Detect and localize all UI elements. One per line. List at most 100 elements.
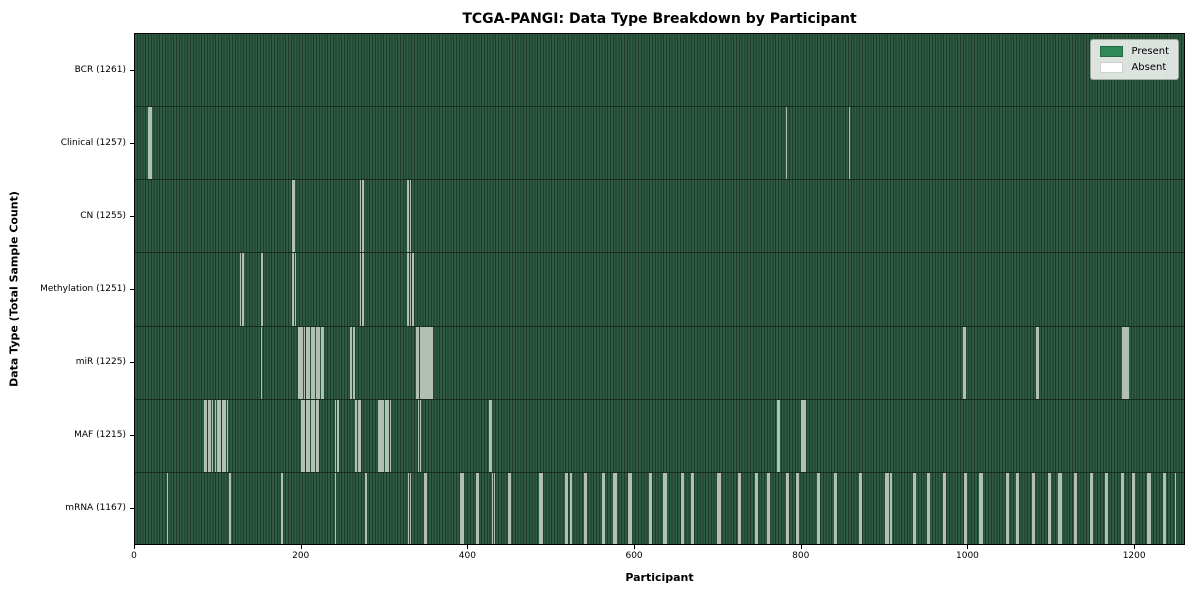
absent-stripe xyxy=(887,472,889,544)
absent-stripe xyxy=(216,399,219,472)
ytick-label-mir: miR (1225) xyxy=(75,357,126,368)
absent-stripe xyxy=(1075,472,1078,544)
absent-stripe xyxy=(322,326,324,399)
absent-stripe xyxy=(359,180,362,253)
absent-stripe xyxy=(858,472,861,544)
absent-stripe xyxy=(313,326,316,399)
absent-stripe xyxy=(307,326,309,399)
absent-stripe xyxy=(362,253,364,326)
absent-stripe xyxy=(802,399,805,472)
ytick-mark xyxy=(130,508,134,510)
absent-stripe xyxy=(211,399,214,472)
absent-stripe xyxy=(1060,472,1062,544)
ytick-mark xyxy=(130,435,134,437)
absent-stripe xyxy=(584,472,586,544)
absent-stripe xyxy=(407,180,409,253)
absent-stripe xyxy=(359,399,362,472)
absent-stripe xyxy=(429,326,432,399)
plot-area: Present Absent xyxy=(134,33,1185,545)
absent-stripe xyxy=(629,472,632,544)
ytick-mark xyxy=(130,69,134,71)
ytick-label-cn: CN (1255) xyxy=(80,210,126,221)
absent-stripe xyxy=(334,472,337,544)
absent-swatch-icon xyxy=(1100,62,1124,73)
absent-stripe xyxy=(299,326,302,399)
absent-stripe xyxy=(1007,472,1010,544)
absent-stripe xyxy=(848,107,851,180)
absent-stripe xyxy=(260,326,263,399)
absent-stripe xyxy=(305,399,308,472)
absent-stripe xyxy=(1174,472,1177,544)
absent-stripe xyxy=(315,399,318,472)
absent-stripe xyxy=(767,472,769,544)
absent-stripe xyxy=(209,399,212,472)
heatmap-row-maf xyxy=(135,399,1184,473)
absent-stripe xyxy=(682,472,684,544)
heatmap-row-mrna xyxy=(135,472,1184,544)
absent-stripe xyxy=(387,399,390,472)
absent-stripe xyxy=(1015,472,1018,544)
absent-stripe xyxy=(914,472,917,544)
xtick-label-1200: 1200 xyxy=(1122,551,1146,561)
absent-stripe xyxy=(419,399,422,472)
absent-stripe xyxy=(1049,472,1051,544)
absent-stripe xyxy=(417,326,420,399)
absent-stripe xyxy=(313,399,316,472)
absent-stripe xyxy=(860,472,862,544)
absent-stripe xyxy=(300,399,303,472)
heatmap-row-bcr xyxy=(135,34,1184,108)
absent-stripe xyxy=(680,472,683,544)
absent-stripe xyxy=(1089,472,1092,544)
absent-stripe xyxy=(239,253,242,326)
absent-stripe xyxy=(785,472,788,544)
absent-stripe xyxy=(787,472,789,544)
ytick-label-clinical: Clinical (1257) xyxy=(60,137,126,148)
xtick-label-400: 400 xyxy=(458,551,476,561)
absent-stripe xyxy=(409,253,412,326)
absent-stripe xyxy=(614,472,617,544)
absent-stripe xyxy=(650,472,653,544)
chart-title: TCGA-PANGI: Data Type Breakdown by Parti… xyxy=(462,11,857,27)
absent-stripe xyxy=(1122,326,1125,399)
absent-stripe xyxy=(359,253,362,326)
absent-stripe xyxy=(1149,472,1151,544)
absent-stripe xyxy=(431,326,433,399)
absent-stripe xyxy=(603,472,605,544)
absent-stripe xyxy=(818,472,821,544)
absent-stripe xyxy=(965,472,967,544)
absent-stripe xyxy=(305,326,308,399)
absent-stripe xyxy=(785,107,788,180)
absent-stripe xyxy=(426,326,428,399)
absent-stripe xyxy=(214,399,217,472)
absent-stripe xyxy=(242,253,244,326)
heatmap-row-mir xyxy=(135,326,1184,400)
ytick-mark xyxy=(130,142,134,144)
absent-stripe xyxy=(226,399,229,472)
absent-stripe xyxy=(754,472,757,544)
absent-stripe xyxy=(302,399,304,472)
absent-stripe xyxy=(1133,472,1135,544)
absent-stripe xyxy=(801,399,803,472)
absent-stripe xyxy=(663,472,665,544)
absent-stripe xyxy=(317,326,319,399)
absent-stripe xyxy=(379,399,382,472)
xtick-mark xyxy=(467,545,469,549)
absent-stripe xyxy=(423,472,426,544)
absent-stripe xyxy=(357,399,360,472)
legend: Present Absent xyxy=(1090,39,1179,80)
xtick-mark xyxy=(134,545,135,549)
absent-stripe xyxy=(739,472,742,544)
x-axis-label: Participant xyxy=(625,571,694,584)
absent-stripe xyxy=(1163,472,1165,544)
absent-stripe xyxy=(382,399,385,472)
absent-stripe xyxy=(292,253,294,326)
absent-stripe xyxy=(149,107,152,180)
absent-stripe xyxy=(1033,472,1036,544)
absent-stripe xyxy=(412,253,414,326)
absent-stripe xyxy=(223,399,225,472)
absent-stripe xyxy=(649,472,651,544)
legend-label-absent: Absent xyxy=(1131,62,1167,73)
absent-stripe xyxy=(1104,472,1107,544)
absent-stripe xyxy=(315,326,318,399)
absent-stripe xyxy=(490,399,492,472)
